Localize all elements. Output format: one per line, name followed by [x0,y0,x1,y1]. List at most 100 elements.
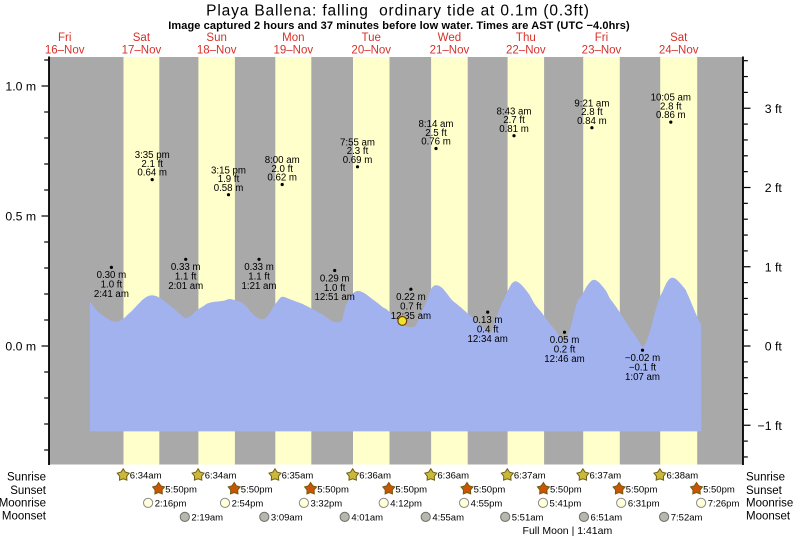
svg-text:3:09am: 3:09am [271,513,303,524]
svg-text:Moonset: Moonset [746,511,791,523]
svg-text:5:50pm: 5:50pm [241,484,273,495]
svg-text:7:52am: 7:52am [671,513,703,524]
svg-text:Moonrise: Moonrise [0,497,46,509]
svg-text:5:51am: 5:51am [512,513,544,524]
svg-text:16–Nov: 16–Nov [45,45,85,57]
svg-text:5:50pm: 5:50pm [626,484,658,495]
svg-text:2.0 ft: 2.0 ft [271,164,293,175]
svg-text:Sun: Sun [206,32,226,44]
svg-text:5:50pm: 5:50pm [395,484,427,495]
svg-text:12:35 am: 12:35 am [391,311,431,322]
svg-text:0.69 m: 0.69 m [343,155,373,166]
svg-text:1.1 ft: 1.1 ft [175,272,197,283]
svg-text:6:31pm: 6:31pm [628,499,660,510]
svg-text:0.76 m: 0.76 m [421,137,451,148]
svg-text:0 ft: 0 ft [765,340,783,354]
svg-text:Playa Ballena: falling ordina: Playa Ballena: falling ordinary tide at … [206,3,590,20]
svg-text:Moonset: Moonset [2,511,47,523]
svg-text:Full Moon | 1:41am: Full Moon | 1:41am [523,525,613,537]
svg-text:7:26pm: 7:26pm [708,499,740,510]
svg-text:6:37am: 6:37am [590,471,622,482]
svg-text:1.9 ft: 1.9 ft [218,174,240,185]
svg-text:Fri: Fri [58,32,71,44]
svg-text:24–Nov: 24–Nov [659,45,699,57]
svg-text:12:46 am: 12:46 am [544,354,584,365]
svg-text:6:36am: 6:36am [359,471,391,482]
svg-text:3:32pm: 3:32pm [310,499,342,510]
svg-text:3:15 pm: 3:15 pm [211,165,246,176]
svg-text:6:35am: 6:35am [282,471,314,482]
svg-text:5:50pm: 5:50pm [703,484,735,495]
svg-text:0.4 ft: 0.4 ft [477,324,499,335]
svg-text:Mon: Mon [282,32,304,44]
svg-text:2.5 ft: 2.5 ft [425,128,447,139]
svg-text:20–Nov: 20–Nov [351,45,391,57]
svg-text:Thu: Thu [516,32,536,44]
svg-text:0.13 m: 0.13 m [473,315,503,326]
svg-text:10:05 am: 10:05 am [651,93,691,104]
svg-text:Sunrise: Sunrise [7,472,46,484]
svg-text:4:01am: 4:01am [351,513,383,524]
svg-text:4:55am: 4:55am [432,513,464,524]
svg-text:2:19am: 2:19am [191,513,223,524]
svg-text:2:01 am: 2:01 am [168,281,203,292]
svg-text:6:36am: 6:36am [437,471,469,482]
svg-text:0.7 ft: 0.7 ft [400,302,422,313]
svg-text:−0.1 ft: −0.1 ft [629,363,657,374]
svg-text:5:50pm: 5:50pm [474,484,506,495]
svg-text:9:21 am: 9:21 am [574,98,609,109]
svg-text:2.8 ft: 2.8 ft [581,107,603,118]
svg-text:1.0 ft: 1.0 ft [324,283,346,294]
svg-text:22–Nov: 22–Nov [506,45,546,57]
svg-text:Sunrise: Sunrise [746,472,785,484]
svg-text:6:37am: 6:37am [514,471,546,482]
svg-text:Fri: Fri [595,32,608,44]
svg-text:5:50pm: 5:50pm [317,484,349,495]
svg-text:0.33 m: 0.33 m [171,262,201,273]
svg-text:2.1 ft: 2.1 ft [141,159,163,170]
svg-text:Sat: Sat [133,32,151,44]
svg-text:5:41pm: 5:41pm [550,499,582,510]
svg-text:Moonrise: Moonrise [746,497,793,509]
svg-text:0.05 m: 0.05 m [550,335,580,346]
svg-text:7:55 am: 7:55 am [340,137,375,148]
svg-text:−0.02 m: −0.02 m [625,353,660,364]
svg-text:2:54pm: 2:54pm [232,499,264,510]
svg-text:1:21 am: 1:21 am [241,281,276,292]
svg-text:1:07 am: 1:07 am [625,372,660,383]
svg-text:8:14 am: 8:14 am [418,119,453,130]
svg-text:0.81 m: 0.81 m [499,124,529,135]
svg-text:19–Nov: 19–Nov [273,45,313,57]
svg-text:0.22 m: 0.22 m [396,292,426,303]
svg-text:Wed: Wed [438,32,461,44]
svg-text:0.2 ft: 0.2 ft [554,345,576,356]
svg-text:1.0 m: 1.0 m [5,79,36,93]
svg-text:4:12pm: 4:12pm [390,499,422,510]
svg-text:6:51am: 6:51am [591,513,623,524]
svg-text:5:50pm: 5:50pm [165,484,197,495]
svg-text:2.8 ft: 2.8 ft [660,102,682,113]
svg-text:0.58 m: 0.58 m [214,183,244,194]
svg-text:1.0 ft: 1.0 ft [101,280,123,291]
svg-text:Sunset: Sunset [746,485,783,497]
svg-text:0.30 m: 0.30 m [97,270,127,281]
svg-text:21–Nov: 21–Nov [430,45,470,57]
svg-text:18–Nov: 18–Nov [197,45,237,57]
svg-text:2.3 ft: 2.3 ft [347,146,369,157]
svg-text:2:16pm: 2:16pm [155,499,187,510]
svg-text:0.5 m: 0.5 m [5,209,36,223]
svg-text:12:34 am: 12:34 am [467,334,507,345]
svg-text:2.7 ft: 2.7 ft [503,115,525,126]
svg-text:0.29 m: 0.29 m [320,273,350,284]
svg-text:6:38am: 6:38am [667,471,699,482]
svg-text:Sat: Sat [670,32,688,44]
svg-text:8:00 am: 8:00 am [265,155,300,166]
svg-text:0.33 m: 0.33 m [244,262,274,273]
svg-text:23–Nov: 23–Nov [582,45,622,57]
svg-text:0.64 m: 0.64 m [137,168,167,179]
svg-text:−1 ft: −1 ft [758,419,783,433]
svg-text:2:41 am: 2:41 am [94,289,129,300]
svg-text:0.62 m: 0.62 m [267,173,297,184]
svg-text:6:34am: 6:34am [130,471,162,482]
svg-text:Image captured 2 hours and 37: Image captured 2 hours and 37 minutes be… [168,20,630,32]
